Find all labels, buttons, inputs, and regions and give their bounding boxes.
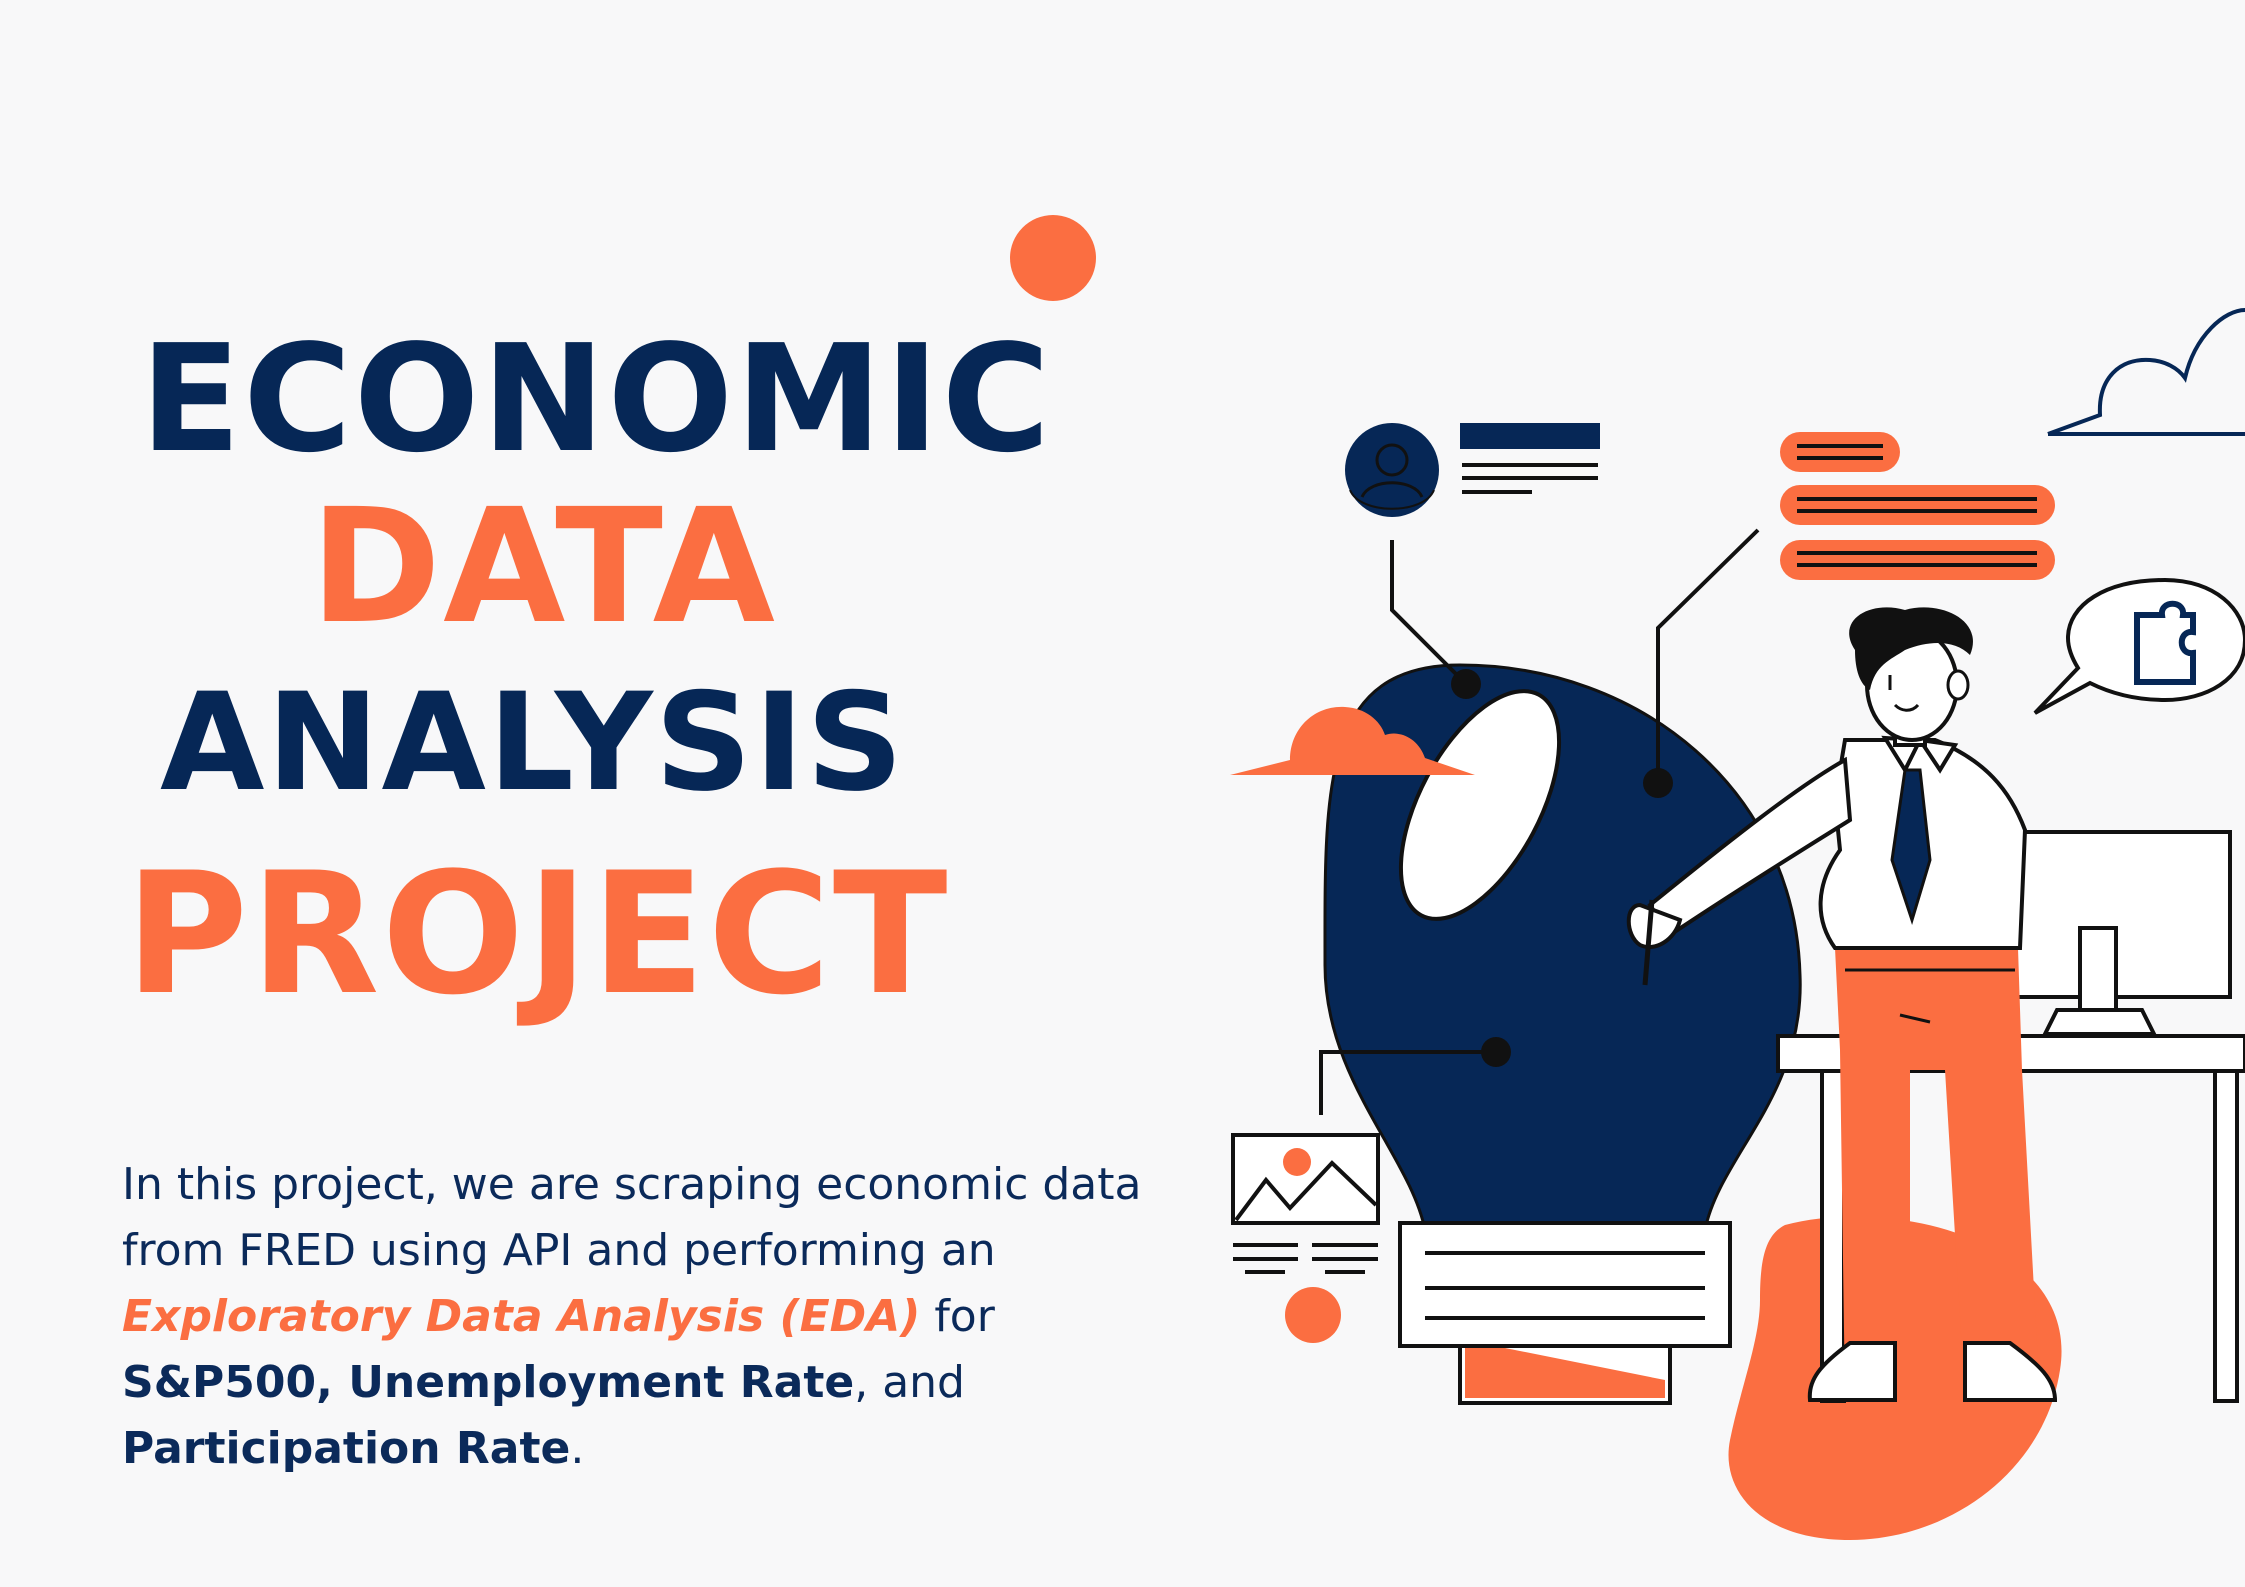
puzzle-icon bbox=[2134, 600, 2196, 685]
title-analysis: ANALYSIS bbox=[160, 664, 906, 821]
image-placeholder-icon bbox=[1231, 1133, 1380, 1343]
description-intro: In this project, we are scraping economi… bbox=[122, 1159, 1142, 1276]
description-for: for bbox=[920, 1291, 995, 1342]
title-economic: ECONOMIC bbox=[140, 313, 1053, 485]
connector-line bbox=[1390, 540, 1481, 699]
person-illustration bbox=[1626, 607, 2058, 1402]
connector-line bbox=[1319, 1037, 1511, 1115]
title-data: DATA bbox=[310, 475, 777, 659]
orange-list-decoration bbox=[1780, 432, 2055, 580]
eda-highlight: Exploratory Data Analysis (EDA) bbox=[122, 1291, 921, 1342]
connector-line bbox=[1643, 528, 1760, 798]
title-project: PROJECT bbox=[125, 836, 950, 1032]
person-avatar-icon bbox=[1345, 423, 1439, 517]
text-lines-decoration bbox=[1460, 423, 1600, 494]
cloud-icon bbox=[1230, 706, 1475, 775]
cloud-icon bbox=[2047, 308, 2245, 436]
metric-sp500-unemployment: S&P500, Unemployment Rate bbox=[122, 1357, 855, 1408]
lightbulb-icon bbox=[1323, 663, 1802, 1405]
metric-participation-rate: Participation Rate bbox=[122, 1423, 571, 1474]
decorative-dot bbox=[1010, 215, 1096, 301]
description-and: , and bbox=[854, 1357, 965, 1408]
project-description: In this project, we are scraping economi… bbox=[122, 1152, 1182, 1482]
description-period: . bbox=[570, 1423, 585, 1474]
